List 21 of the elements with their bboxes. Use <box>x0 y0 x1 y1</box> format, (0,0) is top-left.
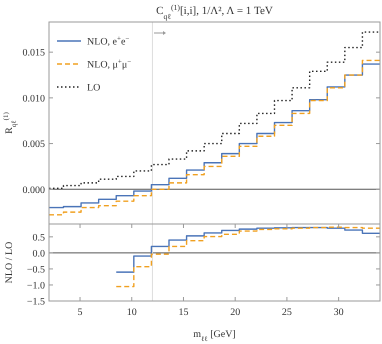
chart-title: C$_{qℓ}$$^{(1)}$[i,i], 1/Λ², Λ = 1 TeV <box>156 2 273 20</box>
x-tick-label: 10 <box>126 307 137 318</box>
x-tick-label: 30 <box>334 307 344 318</box>
y-tick-label: −1.0 <box>26 280 45 292</box>
y-tick-label: 0.015 <box>22 48 45 59</box>
x-tick-label: 15 <box>178 307 188 318</box>
y-tick-label: −1.5 <box>26 296 45 308</box>
x-tick-label: 20 <box>230 307 240 318</box>
x-tick-label: 5 <box>78 307 83 318</box>
x-axis-title: m$_{ℓℓ}$ [GeV] <box>193 329 236 343</box>
y-tick-label: −0.5 <box>26 264 45 276</box>
legend-label: NLO, e$^{+}$e$^{−}$ <box>87 34 130 48</box>
y-axis-title: NLO / LO <box>4 242 15 284</box>
y-tick-label: 0.0 <box>32 248 45 260</box>
legend-label: LO <box>87 82 100 94</box>
y-tick-label: 0.000 <box>22 184 45 196</box>
y-tick-label: 0.010 <box>22 93 45 104</box>
y-tick-label: 0.005 <box>22 139 45 150</box>
x-tick-label: 25 <box>282 307 292 318</box>
y-tick-label: 0.5 <box>32 232 45 244</box>
legend-label: NLO, μ$^{+}$μ$^{−}$ <box>87 58 132 70</box>
